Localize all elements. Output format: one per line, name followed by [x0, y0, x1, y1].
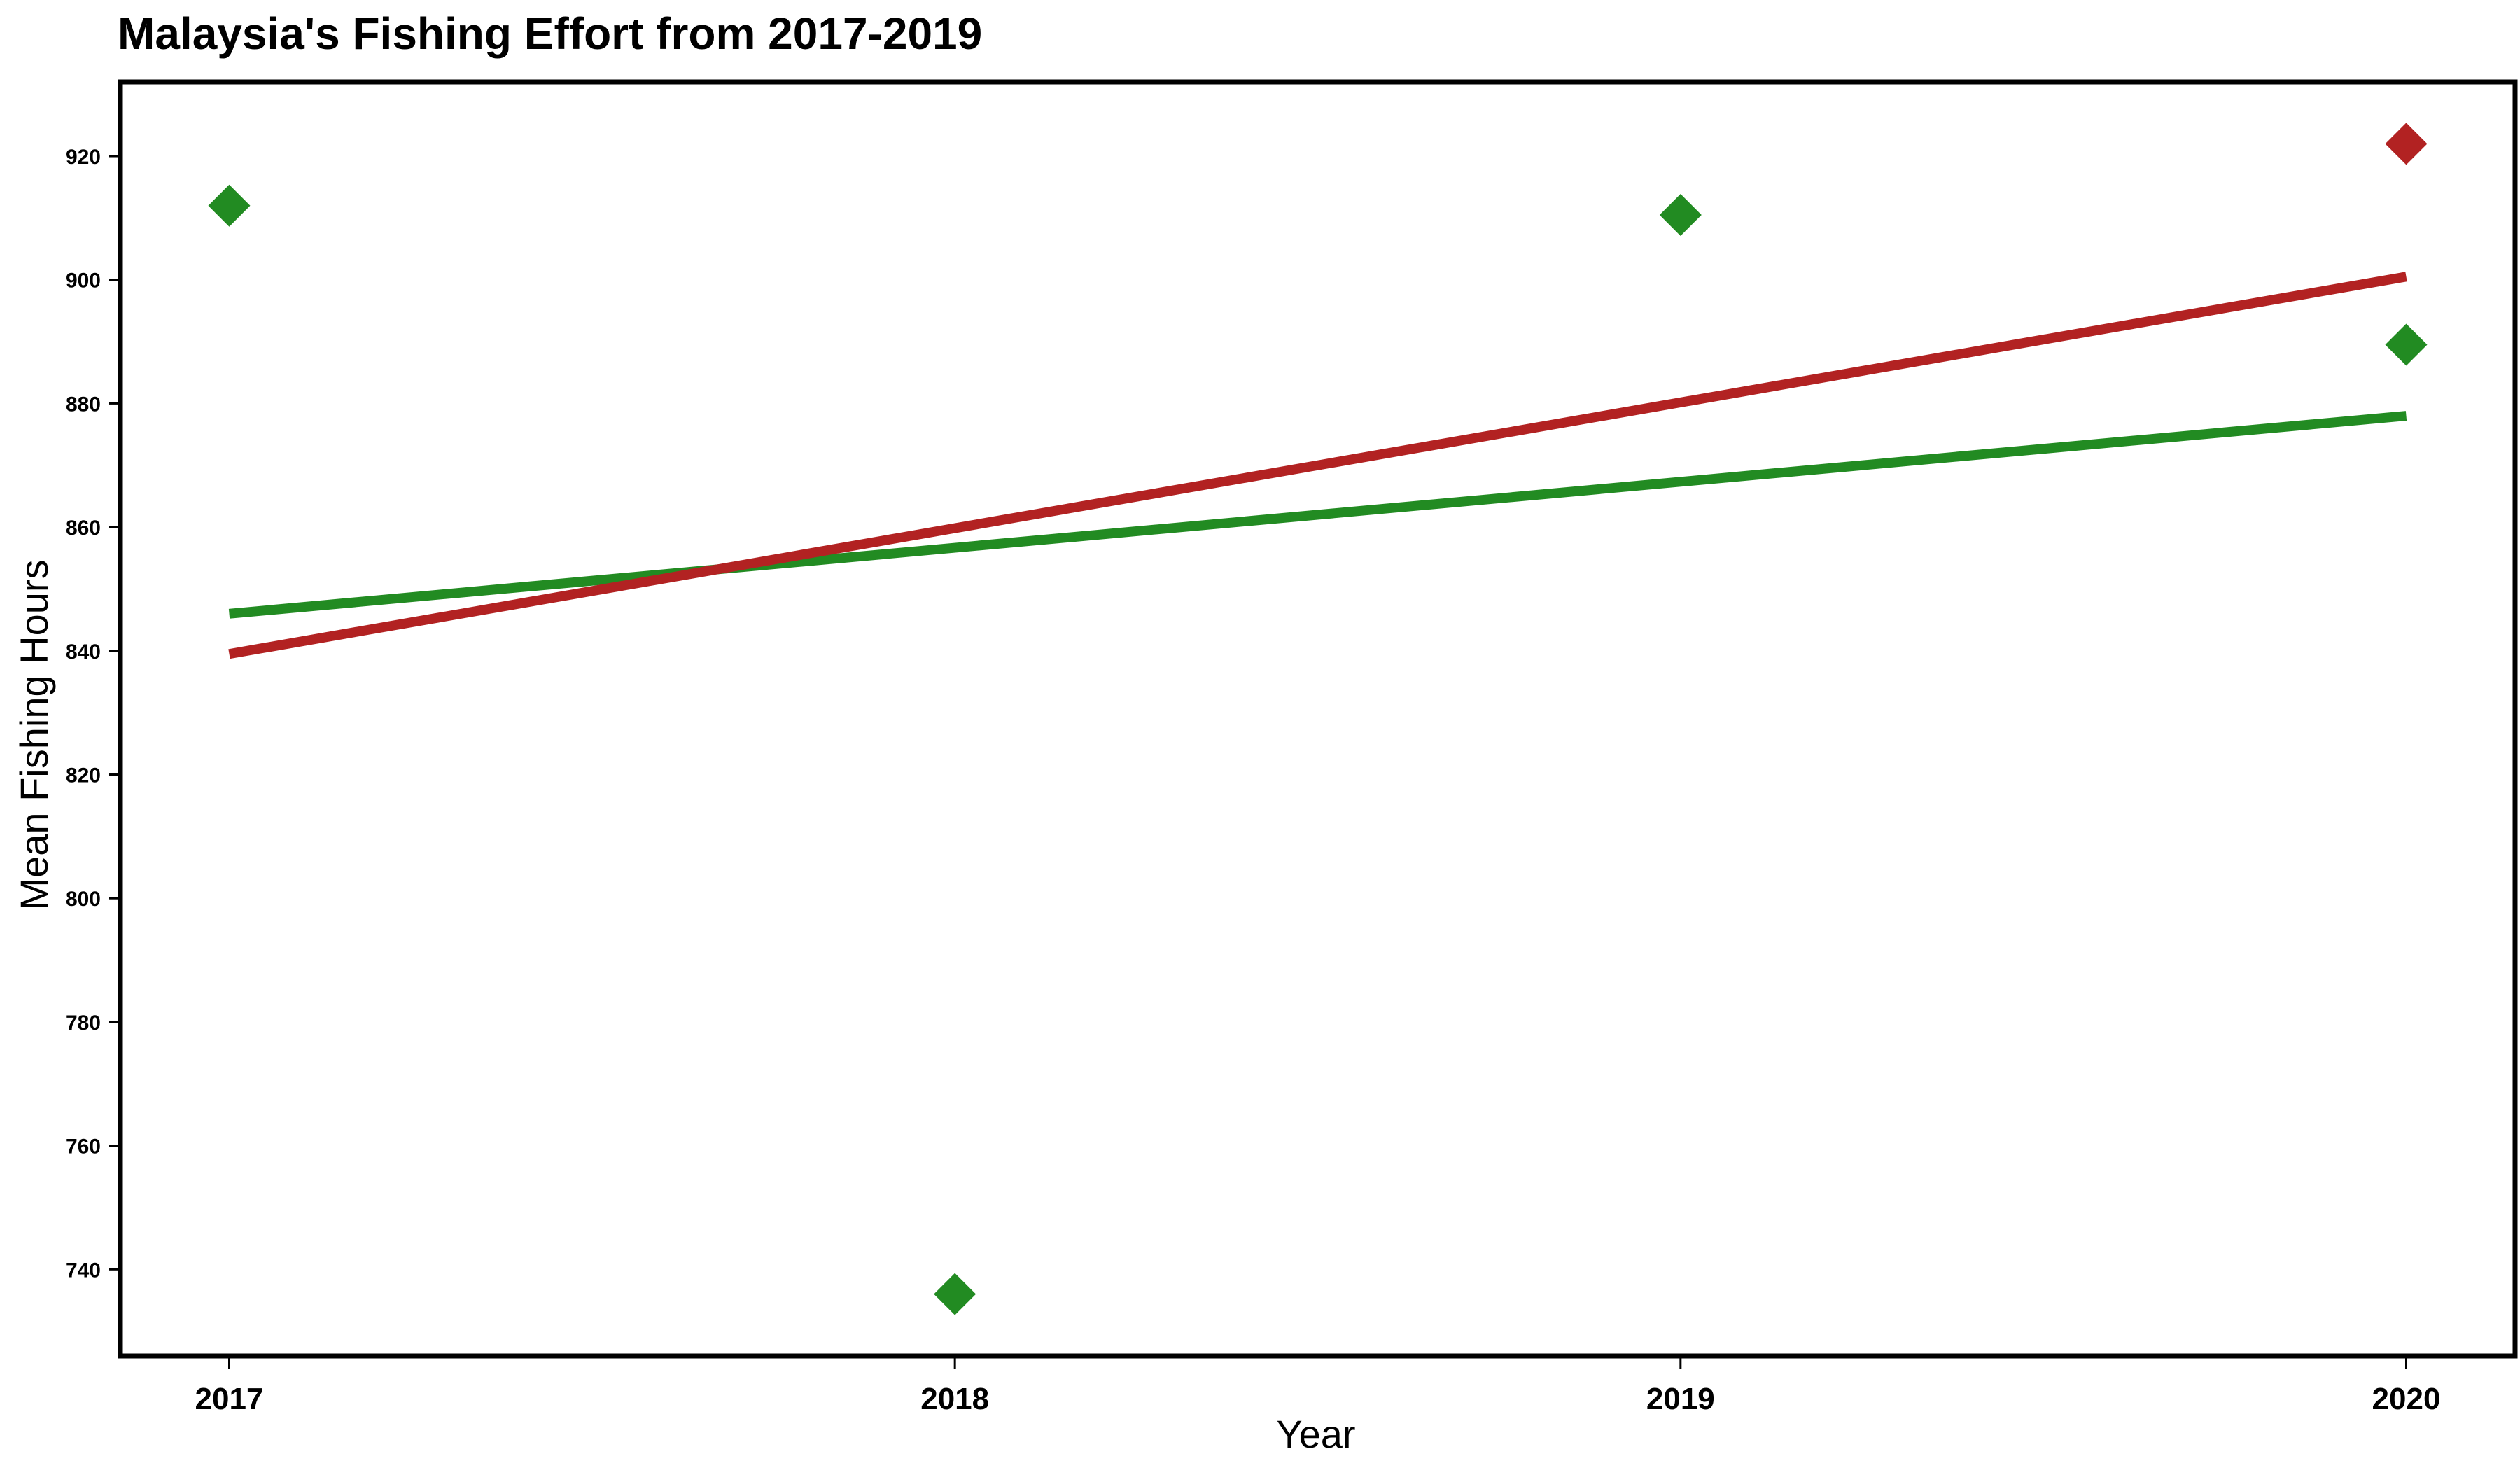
x-axis-label: Year	[1276, 1412, 1355, 1456]
data-point-series-1	[934, 1273, 976, 1315]
y-axis-label: Mean Fishing Hours	[12, 559, 56, 910]
y-tick-label: 920	[66, 146, 101, 169]
trend-line-series-2	[228, 272, 2407, 659]
x-tick-label: 2017	[195, 1382, 264, 1416]
plot-frame	[118, 79, 2518, 1359]
x-axis-ticks: 2017 2018 2019 2020	[195, 1356, 2441, 1416]
y-tick-label: 820	[66, 764, 101, 788]
y-tick-label: 840	[66, 640, 101, 664]
y-tick-label: 860	[66, 517, 101, 540]
data-point-series-1	[1659, 193, 1702, 236]
y-tick-label: 900	[66, 270, 101, 293]
trend-lines	[228, 272, 2407, 659]
x-tick-label: 2018	[920, 1382, 989, 1416]
trend-line-series-1	[228, 411, 2407, 619]
chart-title: Malaysia's Fishing Effort from 2017-2019	[118, 8, 982, 59]
y-tick-label: 760	[66, 1135, 101, 1158]
y-tick-label: 880	[66, 393, 101, 416]
y-tick-label: 740	[66, 1259, 101, 1282]
y-tick-label: 780	[66, 1011, 101, 1035]
x-tick-label: 2020	[2372, 1382, 2441, 1416]
y-axis-ticks: 740 760 780 800 820 840 860 880 900 920	[66, 146, 120, 1282]
data-point-series-1	[208, 184, 251, 227]
data-point-series-2	[2385, 122, 2428, 165]
data-point-series-1	[2385, 323, 2428, 366]
data-points	[208, 122, 2428, 1315]
x-tick-label: 2019	[1646, 1382, 1715, 1416]
y-tick-label: 800	[66, 888, 101, 911]
